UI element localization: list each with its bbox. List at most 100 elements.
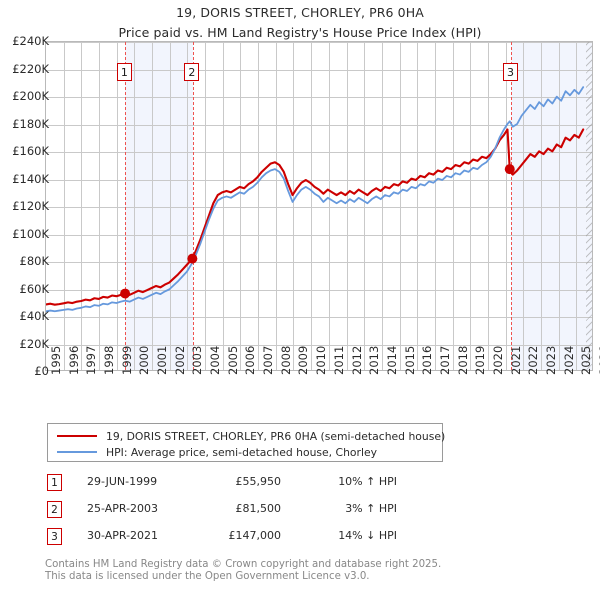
gridline-vertical [540,42,542,370]
event-marker-line-3 [511,42,513,370]
y-axis-tick-label: £240K [12,34,49,48]
chart-legend: 19, DORIS STREET, CHORLEY, PR6 0HA (semi… [47,423,446,462]
event-marker-badge-3[interactable]: 3 [502,63,518,81]
x-axis-tick-label: 2022 [526,345,541,375]
sale-point-dot-1[interactable] [120,288,131,299]
gridline-horizontal [46,262,592,263]
series-line-price-paid [46,129,583,304]
gridline-vertical [81,42,83,370]
gridline-vertical [187,42,189,370]
legend-item-price-paid: 19, DORIS STREET, CHORLEY, PR6 0HA (semi… [48,429,446,443]
transactions-table: 1 29-JUN-1999 £55,950 10% ↑ HPI 2 25-APR… [47,473,447,554]
x-axis-tick-label: 2024 [561,345,576,375]
chart-series-svg [46,42,592,370]
x-axis-tick-label: 2003 [190,345,205,375]
gridline-vertical [417,42,419,370]
y-axis-tick-label: £60K [19,281,50,296]
page-title: 19, DORIS STREET, CHORLEY, PR6 0HA [176,5,424,20]
gridline-horizontal [46,234,592,236]
gridline-vertical [487,42,489,370]
x-axis-tick-label: 1997 [84,345,99,375]
txn-hpi-delta: 10% ↑ HPI [338,475,397,488]
chart-shaded-band-1 [125,42,193,370]
x-axis-tick-label: 2001 [155,345,170,375]
txn-index-badge: 3 [47,528,62,545]
y-axis-tick-label: £160K [12,144,49,158]
table-row[interactable]: 1 29-JUN-1999 £55,950 10% ↑ HPI [47,473,447,500]
txn-date: 30-APR-2021 [87,529,159,542]
chart-plot-area[interactable] [45,41,593,371]
txn-hpi-delta: 3% ↑ HPI [345,502,397,515]
y-axis-tick-label: £120K [12,199,49,213]
x-axis-tick-label: 2019 [473,345,488,375]
sale-point-dot-2[interactable] [187,253,198,264]
gridline-vertical [275,42,277,370]
sale-point-dot-3[interactable] [504,164,515,175]
x-axis-tick-label: 1999 [119,345,134,375]
event-marker-line-2 [192,42,194,370]
x-axis-tick-label: 2015 [402,345,417,375]
x-axis-tick-label: 2010 [314,345,329,375]
x-axis-tick-label: 2000 [137,345,152,375]
gridline-vertical [505,42,507,370]
x-axis-tick-label: 2007 [261,345,276,375]
chart-header: 19, DORIS STREET, CHORLEY, PR6 0HA Price… [0,0,600,40]
x-axis-tick-label: 2006 [243,345,258,375]
gridline-vertical [434,42,436,370]
gridline-horizontal [46,124,592,126]
legend-item-hpi: HPI: Average price, semi-detached house,… [48,445,442,459]
gridline-vertical [293,42,295,370]
gridline-horizontal [46,69,592,71]
x-axis-tick-label: 2008 [278,345,293,375]
gridline-horizontal [46,207,592,208]
chart-plot-wrapper: 1 2 3 [45,41,593,371]
txn-date: 29-JUN-1999 [87,475,158,488]
x-axis-tick-label: 2016 [420,345,435,375]
txn-index-badge: 1 [47,474,62,491]
gridline-vertical [470,42,472,370]
legend-label-hpi: HPI: Average price, semi-detached house,… [106,445,378,459]
y-axis-tick-label: £20K [19,336,50,351]
txn-price: £55,950 [235,475,282,488]
x-axis-tick-label: 2017 [437,345,452,375]
x-axis-tick-label: 2009 [296,345,311,375]
x-axis-tick-label: 1996 [66,345,81,375]
gridline-horizontal [46,42,592,43]
gridline-vertical [222,42,224,370]
x-axis-tick-label: 2002 [172,345,187,375]
x-axis-tick-label: 2020 [490,345,505,375]
footer-line-copyright: Contains HM Land Registry data © Crown c… [45,559,442,570]
gridline-vertical [381,42,383,370]
gridline-vertical [99,42,101,370]
gridline-vertical [452,42,454,370]
chart-no-data-zone [586,42,592,370]
gridline-vertical [205,42,207,370]
x-axis-tick-label: 2013 [367,345,382,375]
legend-label-price-paid: 19, DORIS STREET, CHORLEY, PR6 0HA (semi… [106,429,446,443]
gridline-vertical [240,42,242,370]
gridline-vertical [558,42,560,370]
gridline-vertical [311,42,313,370]
gridline-vertical [399,42,401,370]
page-subtitle: Price paid vs. HM Land Registry's House … [118,25,482,40]
footer-attribution: Contains HM Land Registry data © Crown c… [45,559,565,583]
txn-hpi-delta: 14% ↓ HPI [338,529,397,542]
series-line-hpi [46,87,583,311]
x-axis-tick-label: 2025 [579,345,594,375]
table-row[interactable]: 2 25-APR-2003 £81,500 3% ↑ HPI [47,500,447,527]
gridline-vertical [169,42,171,370]
gridline-vertical [364,42,366,370]
x-axis-tick-label: 2014 [384,345,399,375]
y-axis-tick-label: £100K [12,226,49,241]
event-marker-line-1 [125,42,127,370]
event-marker-badge-2[interactable]: 2 [184,63,200,81]
event-marker-badge-1[interactable]: 1 [116,63,132,81]
gridline-vertical [576,42,578,370]
x-axis-tick-label: 2012 [349,345,364,375]
x-axis-tick-label: 2023 [543,345,558,375]
y-axis-tick-label: £140K [12,171,49,186]
table-row[interactable]: 3 30-APR-2021 £147,000 14% ↓ HPI [47,527,447,554]
gridline-vertical [134,42,136,370]
legend-swatch-hpi-icon [57,451,97,453]
x-axis-tick-label: 1995 [49,345,63,375]
